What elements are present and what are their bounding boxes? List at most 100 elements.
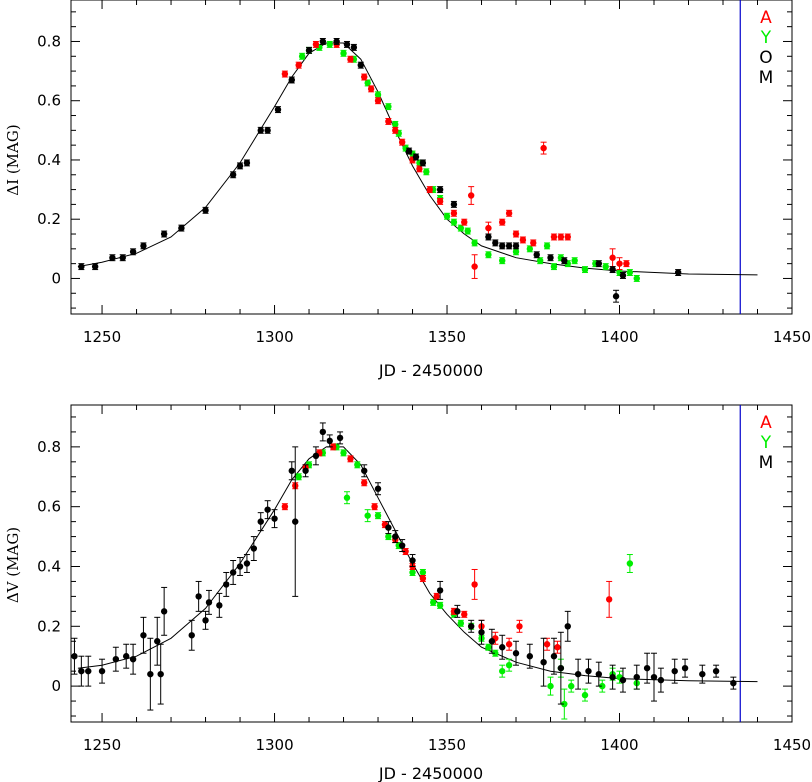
data-point <box>436 580 444 600</box>
data-point <box>450 218 458 226</box>
point-marker <box>340 449 347 457</box>
point-marker <box>281 503 289 510</box>
point-marker <box>195 593 202 600</box>
legend-entry-y: Y <box>760 28 772 48</box>
data-point <box>302 464 309 478</box>
point-marker <box>574 670 582 678</box>
point-marker <box>374 97 382 104</box>
point-marker <box>492 650 499 657</box>
data-point <box>392 530 399 544</box>
legend-entry-a: A <box>760 8 772 28</box>
point-marker <box>412 153 420 161</box>
data-point <box>292 446 299 597</box>
point-marker <box>361 467 368 474</box>
data-point <box>402 548 409 556</box>
point-marker <box>305 47 313 54</box>
data-point <box>574 658 582 690</box>
point-marker <box>585 667 592 675</box>
data-point <box>543 637 551 651</box>
point-marker <box>409 557 416 564</box>
point-marker <box>361 479 368 486</box>
point-marker <box>467 623 475 630</box>
point-marker <box>347 455 354 463</box>
point-marker <box>416 165 423 173</box>
point-marker <box>326 41 333 48</box>
data-point <box>505 637 513 651</box>
point-marker <box>257 518 264 525</box>
point-marker <box>571 257 578 264</box>
x-tick-label: 1250 <box>83 736 121 754</box>
point-marker <box>361 73 368 81</box>
data-point <box>554 640 561 654</box>
data-point <box>430 598 437 606</box>
data-point <box>374 91 382 99</box>
data-point <box>426 186 433 194</box>
legend-entry-m: M <box>759 453 774 473</box>
data-point <box>557 631 565 705</box>
point-marker <box>512 242 520 250</box>
point-marker <box>292 518 299 525</box>
point-marker <box>436 602 444 609</box>
data-point <box>340 449 347 457</box>
data-point <box>305 46 313 54</box>
data-point <box>343 491 351 505</box>
point-marker <box>626 269 634 276</box>
data-point <box>361 479 368 487</box>
point-marker <box>505 661 513 669</box>
point-marker <box>616 260 623 267</box>
legend-entry-y: Y <box>760 433 772 453</box>
point-marker <box>78 263 85 270</box>
point-marker <box>547 254 554 261</box>
point-marker <box>450 218 458 226</box>
data-point <box>412 153 420 161</box>
point-marker <box>485 224 492 232</box>
data-point <box>385 521 392 535</box>
data-point <box>205 589 213 615</box>
point-marker <box>271 515 278 522</box>
x-tick-label: 1450 <box>773 736 811 754</box>
point-marker <box>633 275 640 282</box>
data-point <box>492 649 499 657</box>
data-point <box>623 260 630 268</box>
point-marker <box>374 485 382 492</box>
data-point <box>374 482 382 496</box>
data-point <box>550 263 558 271</box>
point-marker <box>371 503 378 510</box>
data-point <box>585 658 592 684</box>
point-marker <box>312 452 320 460</box>
legend-entry-a: A <box>760 413 772 433</box>
data-point <box>436 601 444 609</box>
point-marker <box>699 670 706 678</box>
data-point <box>419 568 427 576</box>
plot-frame <box>70 404 793 723</box>
x-tick-label: 1400 <box>600 736 638 754</box>
data-point <box>409 554 416 567</box>
data-point <box>612 289 620 303</box>
data-point <box>409 568 416 576</box>
data-point <box>681 658 689 678</box>
point-marker <box>98 667 106 675</box>
point-marker <box>612 293 620 300</box>
data-point <box>461 610 468 618</box>
x-tick-label: 1300 <box>255 736 293 754</box>
point-marker <box>499 644 506 651</box>
point-marker <box>643 664 651 672</box>
data-point <box>350 43 358 51</box>
point-marker <box>619 676 627 684</box>
point-marker <box>712 667 720 675</box>
point-marker <box>419 159 427 167</box>
point-marker <box>288 467 295 474</box>
point-marker <box>619 272 627 279</box>
data-point <box>595 260 603 268</box>
panel-i-band: 1250 1300 1350 1400 1450 0 0.2 0.4 0.6 0.8 JD - 2… <box>4 0 811 380</box>
legend-entry-m: M <box>759 68 774 88</box>
point-marker <box>140 242 147 250</box>
point-marker <box>505 210 513 217</box>
data-point <box>312 446 320 466</box>
point-marker <box>340 50 347 57</box>
point-marker <box>129 248 137 255</box>
data-point <box>361 73 368 81</box>
point-marker <box>671 667 678 675</box>
point-marker <box>609 266 616 273</box>
point-marker <box>674 269 682 276</box>
